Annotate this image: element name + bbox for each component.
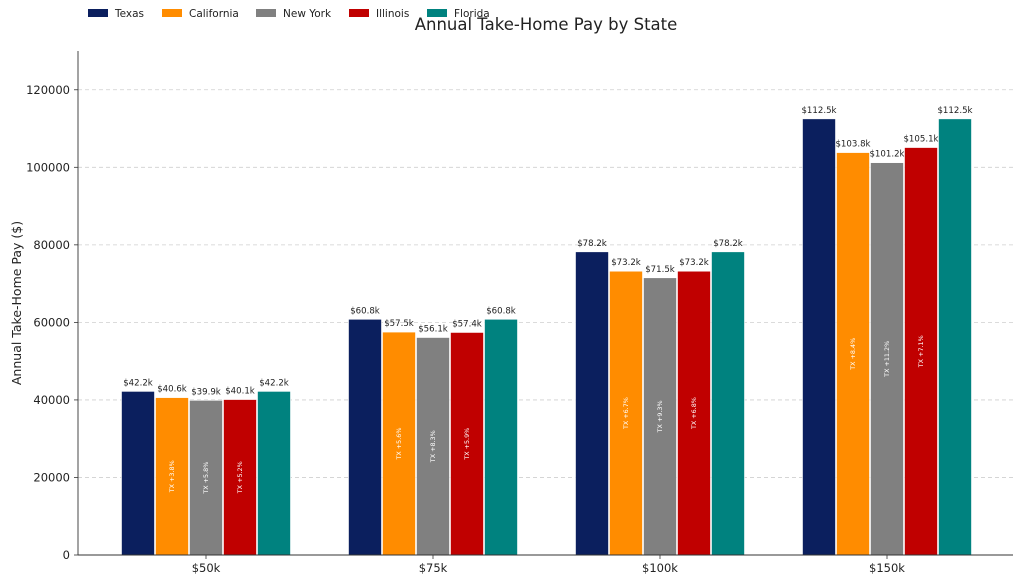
- legend-swatch: [162, 9, 182, 17]
- bar-value-label: $40.6k: [157, 385, 187, 395]
- y-tick-label: 80000: [33, 238, 70, 252]
- bar: [484, 318, 518, 556]
- bar-diff-label: TX +8.3%: [429, 430, 437, 463]
- bar: [802, 118, 836, 556]
- y-tick-label: 0: [63, 548, 70, 562]
- bar-value-label: $78.2k: [577, 239, 607, 249]
- bar: [904, 147, 938, 556]
- bar: [870, 162, 904, 556]
- bar-value-label: $105.1k: [903, 135, 938, 145]
- legend-swatch: [349, 9, 369, 17]
- bar: [643, 277, 677, 556]
- y-tick-label: 40000: [33, 393, 70, 407]
- legend-label: California: [189, 8, 239, 20]
- bar: [257, 391, 291, 556]
- bar-value-label: $73.2k: [611, 258, 641, 268]
- y-tick-label: 120000: [26, 83, 70, 97]
- bar-value-label: $112.5k: [937, 106, 972, 116]
- x-tick-label: $150k: [869, 561, 905, 575]
- bar-value-label: $57.5k: [384, 319, 414, 329]
- bar-value-label: $39.9k: [191, 387, 221, 397]
- bar-diff-label: TX +6.7%: [622, 397, 630, 430]
- chart-title: Annual Take-Home Pay by State: [415, 15, 678, 34]
- bar: [189, 400, 223, 556]
- bar-value-label: $42.2k: [259, 378, 289, 388]
- bar-diff-label: TX +6.8%: [690, 397, 698, 430]
- legend-swatch: [256, 9, 276, 17]
- bar: [677, 270, 711, 556]
- bar: [711, 251, 745, 556]
- legend-swatch: [88, 9, 108, 17]
- legend-label: New York: [283, 8, 332, 20]
- bars: $42.2k $40.6k TX +3.8% $39.9k TX +5.8% $40.1k…: [121, 106, 973, 556]
- bar-value-label: $60.8k: [350, 306, 380, 316]
- bar-diff-label: TX +5.9%: [463, 428, 471, 461]
- bar-value-label: $42.2k: [123, 378, 153, 388]
- bar: [836, 152, 870, 556]
- bar-value-label: $103.8k: [835, 140, 870, 150]
- bar-diff-label: TX +5.2%: [236, 461, 244, 494]
- legend-label: Florida: [454, 8, 490, 20]
- bar-value-label: $57.4k: [452, 319, 482, 329]
- bar: [938, 118, 972, 556]
- y-tick-label: 20000: [33, 470, 70, 484]
- bar: [121, 391, 155, 556]
- bar-value-label: $112.5k: [801, 106, 836, 116]
- axes: 0 20000 40000 60000 80000 100000 120000 $50k $75…: [26, 51, 1013, 575]
- bar: [575, 251, 609, 556]
- bar-value-label: $56.1k: [418, 325, 448, 335]
- bar-diff-label: TX +5.6%: [395, 428, 403, 461]
- bar: [155, 397, 189, 556]
- y-tick-label: 60000: [33, 315, 70, 329]
- x-tick-label: $100k: [642, 561, 678, 575]
- legend-label: Texas: [114, 8, 144, 20]
- bar: [609, 270, 643, 556]
- y-axis-title: Annual Take-Home Pay ($): [9, 221, 24, 385]
- legend-label: Illinois: [376, 8, 409, 20]
- y-tick-label: 100000: [26, 160, 70, 174]
- bar: [450, 332, 484, 556]
- x-tick-label: $75k: [419, 561, 448, 575]
- bar-diff-label: TX +9.3%: [656, 400, 664, 433]
- x-tick-label: $50k: [192, 561, 221, 575]
- bar-value-label: $71.5k: [645, 265, 675, 275]
- bar-diff-label: TX +8.4%: [849, 338, 857, 371]
- bar-diff-label: TX +3.8%: [168, 460, 176, 493]
- bar: [223, 399, 257, 556]
- bar-value-label: $101.2k: [869, 150, 904, 160]
- bar-value-label: $60.8k: [486, 306, 516, 316]
- bar-diff-label: TX +7.1%: [917, 335, 925, 368]
- bar: [416, 337, 450, 556]
- legend-swatch: [427, 9, 447, 17]
- bar-diff-label: TX +11.2%: [883, 341, 891, 378]
- bar-diff-label: TX +5.8%: [202, 462, 210, 495]
- bar-value-label: $40.1k: [225, 387, 255, 397]
- bar-value-label: $78.2k: [713, 239, 743, 249]
- bar: [348, 318, 382, 556]
- legend: Texas California New York Illinois Florida: [88, 8, 490, 20]
- bar-value-label: $73.2k: [679, 258, 709, 268]
